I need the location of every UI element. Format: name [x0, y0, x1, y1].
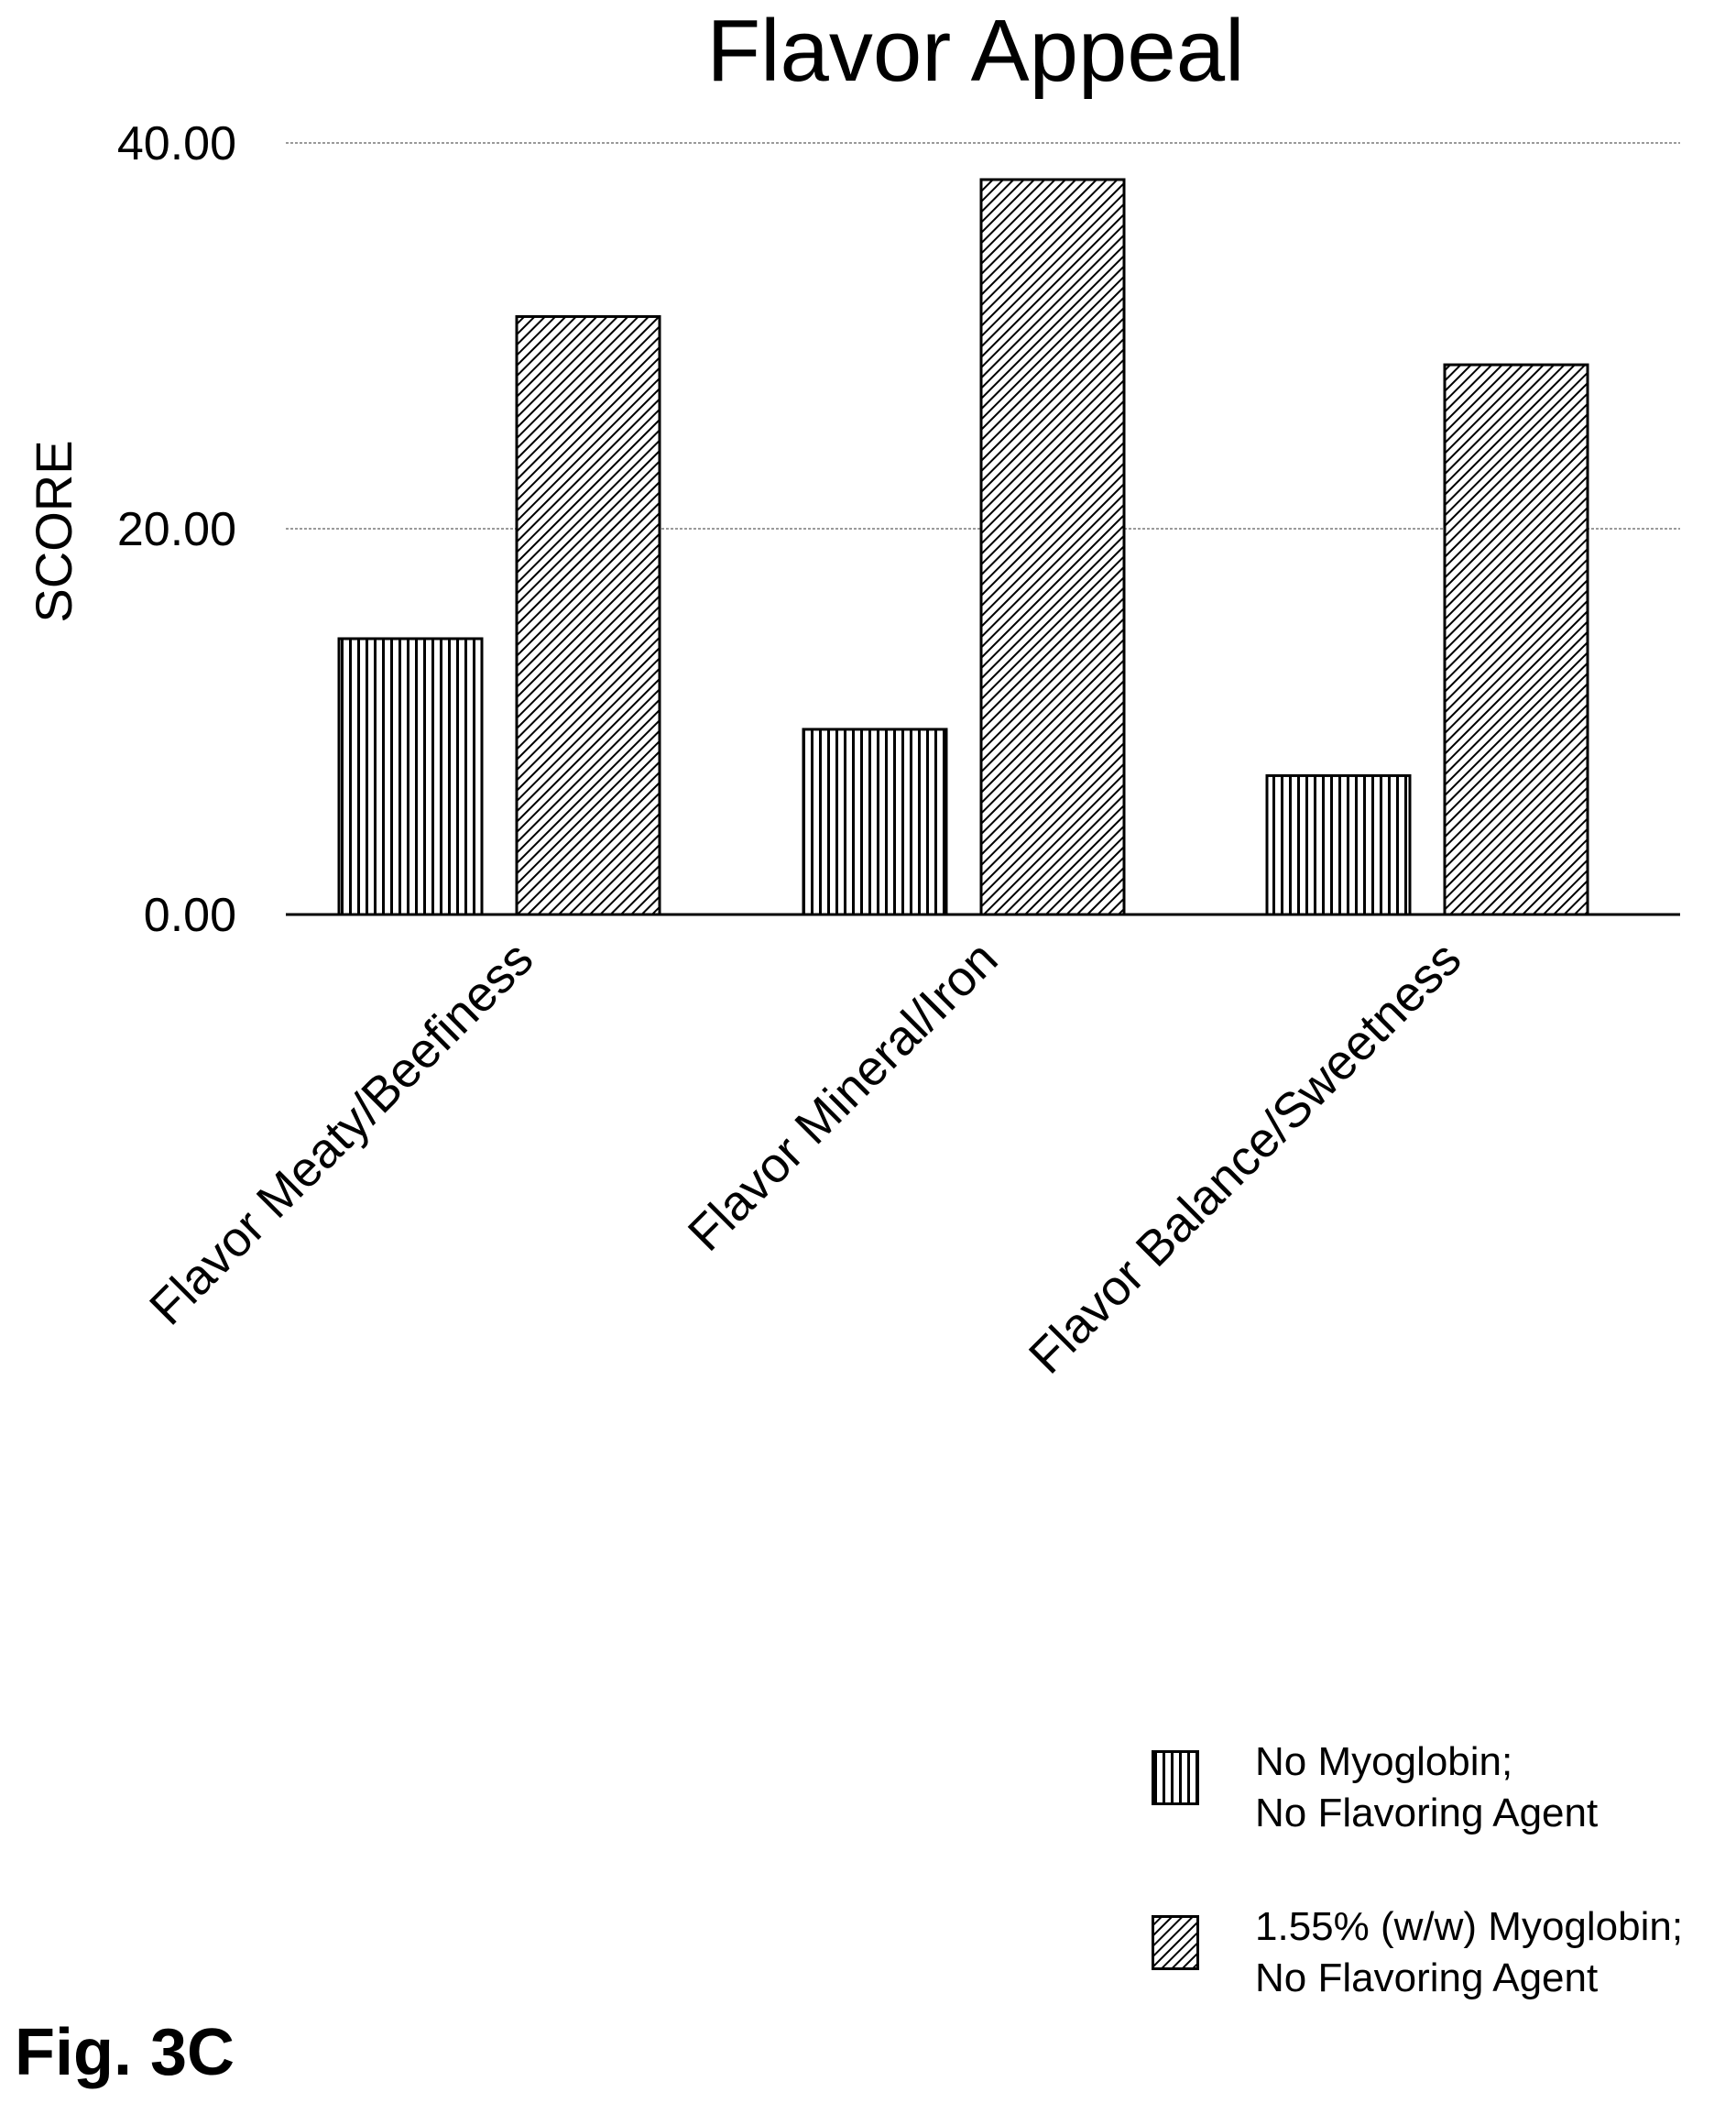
x-tick-label: Flavor Meaty/Beefiness [139, 931, 543, 1335]
x-tick-label: Flavor Balance/Sweetness [1019, 931, 1471, 1384]
legend-line: No Flavoring Agent [1255, 1791, 1599, 1835]
legend-entry-myoglobin: 1.55% (w/w) Myoglobin; No Flavoring Agen… [1255, 1901, 1683, 2004]
y-tick-label: 0.00 [144, 889, 236, 942]
y-tick-label: 20.00 [117, 503, 236, 556]
bar-myoglobin-1 [515, 314, 661, 916]
bar-no-myoglobin-1 [337, 637, 484, 916]
bar-no-myoglobin-3 [1265, 773, 1412, 916]
x-tick-labels: Flavor Meaty/Beefiness Flavor Mineral/Iro… [139, 931, 1471, 1384]
bars [337, 178, 1589, 916]
legend-swatch-myoglobin [1152, 1915, 1199, 1970]
y-axis-label: SCORE [25, 440, 82, 622]
chart-title: Flavor Appeal [706, 2, 1244, 100]
y-tick-label: 40.00 [117, 117, 236, 170]
legend-line: No Flavoring Agent [1255, 1955, 1599, 2000]
bar-myoglobin-3 [1443, 363, 1589, 916]
y-tick-labels: 0.00 20.00 40.00 [117, 117, 236, 942]
legend-line: No Myoglobin; [1255, 1739, 1513, 1784]
legend-swatch-no-myoglobin [1152, 1750, 1199, 1805]
bar-myoglobin-2 [979, 178, 1126, 916]
legend-entry-no-myoglobin: No Myoglobin; No Flavoring Agent [1255, 1736, 1598, 1839]
x-tick-label: Flavor Mineral/Iron [678, 931, 1009, 1262]
figure-label: Fig. 3C [15, 2016, 235, 2089]
legend-line: 1.55% (w/w) Myoglobin; [1255, 1904, 1684, 1949]
bar-no-myoglobin-2 [802, 728, 948, 916]
